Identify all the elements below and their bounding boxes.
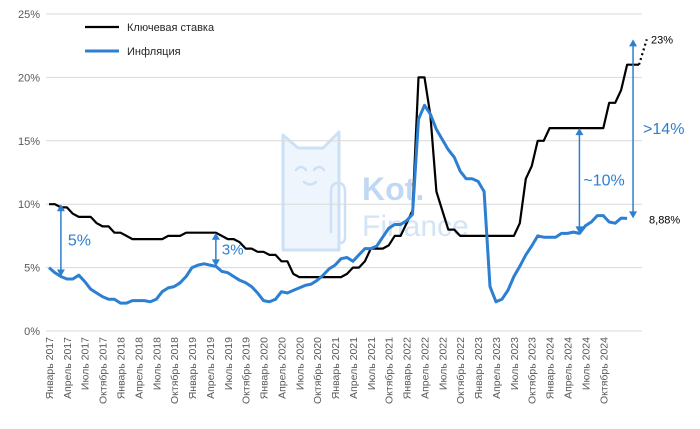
- x-tick-label: Январь 2023: [473, 337, 485, 399]
- gap-2024b-arrowhead-top: [629, 39, 638, 47]
- key-rate-projection: [637, 39, 648, 66]
- x-tick-label: Июль 2018: [151, 337, 163, 390]
- x-tick-label: Январь 2024: [545, 337, 557, 399]
- x-tick-label: Апрель 2020: [276, 337, 288, 399]
- x-tick-label: Октябрь 2020: [312, 337, 324, 404]
- x-tick-label: Октябрь 2024: [598, 337, 610, 404]
- y-tick-label: 25%: [18, 9, 40, 21]
- y-tick-label: 0%: [24, 326, 40, 338]
- x-tick-label: Октябрь 2017: [98, 337, 110, 404]
- x-tick-label: Июль 2020: [294, 337, 306, 390]
- gap-2017-arrowhead-bottom: [56, 269, 65, 277]
- x-tick-label: Январь 2018: [116, 337, 128, 399]
- x-tick-label: Июль 2024: [580, 337, 592, 390]
- watermark-name: Finance: [362, 210, 469, 243]
- inflation-line: [48, 103, 628, 305]
- x-tick-label: Июль 2017: [80, 337, 92, 390]
- y-tick-label: 5%: [24, 263, 40, 275]
- gap-2024b-label: >14%: [643, 121, 684, 138]
- y-tick-label: 20%: [18, 72, 40, 84]
- x-tick-label: Октябрь 2022: [455, 337, 467, 404]
- x-tick-label: Июль 2021: [366, 337, 378, 390]
- x-tick-label: Январь 2021: [330, 337, 342, 399]
- legend-label: Инфляция: [127, 46, 181, 58]
- y-axis: 0% 5% 10% 15% 20% 25%: [18, 9, 40, 338]
- x-tick-label: Июль 2023: [509, 337, 521, 390]
- x-tick-label: Апрель 2021: [348, 337, 360, 399]
- gap-2019-label: 3%: [222, 242, 244, 259]
- series-lines: [48, 39, 648, 305]
- y-tick-label: 10%: [18, 199, 40, 211]
- x-tick-label: Апрель 2019: [205, 337, 217, 399]
- gap-2024a-label: ~10%: [583, 173, 624, 190]
- key-rate-line: [49, 63, 639, 279]
- key-rate-value-label: 23%: [651, 34, 673, 46]
- watermark-logo: Kot. Finance: [281, 130, 469, 252]
- gap-2019-arrowhead-bottom: [211, 259, 220, 267]
- x-tick-label: Январь 2022: [402, 337, 414, 399]
- x-tick-label: Апрель 2023: [491, 337, 503, 399]
- x-tick-label: Октябрь 2021: [384, 337, 396, 404]
- x-tick-label: Июль 2022: [437, 337, 449, 390]
- x-tick-label: Июль 2019: [223, 337, 235, 390]
- x-tick-label: Октябрь 2019: [241, 337, 253, 404]
- gap-2024b-arrowhead-bottom: [629, 211, 638, 219]
- x-tick-label: Октябрь 2018: [169, 337, 181, 404]
- gap-2024a-arrowhead-top: [575, 128, 584, 136]
- legend-label: Ключевая ставка: [127, 22, 215, 34]
- x-tick-label: Апрель 2022: [419, 337, 431, 399]
- legend: Ключевая ставка Инфляция: [85, 22, 215, 58]
- gap-2017-label: 5%: [68, 232, 91, 249]
- annotations: 5% 3% ~10% >14% 23% 8,88%: [56, 34, 684, 277]
- x-axis: Январь 2017 Апрель 2017 Июль 2017 Октябрь 2…: [44, 337, 610, 404]
- gap-2024a-arrowhead-bottom: [575, 226, 584, 234]
- gap-2019-arrowhead-top: [211, 232, 220, 240]
- x-tick-label: Апрель 2024: [563, 337, 575, 399]
- x-tick-label: Январь 2017: [44, 337, 56, 399]
- x-tick-label: Апрель 2017: [62, 337, 74, 399]
- inflation-value-label: 8,88%: [649, 214, 680, 226]
- x-tick-label: Январь 2019: [187, 337, 199, 399]
- gridlines: [46, 13, 642, 332]
- y-tick-label: 15%: [18, 136, 40, 148]
- gap-2017-arrowhead-top: [56, 204, 65, 212]
- x-tick-label: Апрель 2018: [133, 337, 145, 399]
- x-tick-label: Январь 2020: [259, 337, 271, 399]
- x-tick-label: Октябрь 2023: [527, 337, 539, 404]
